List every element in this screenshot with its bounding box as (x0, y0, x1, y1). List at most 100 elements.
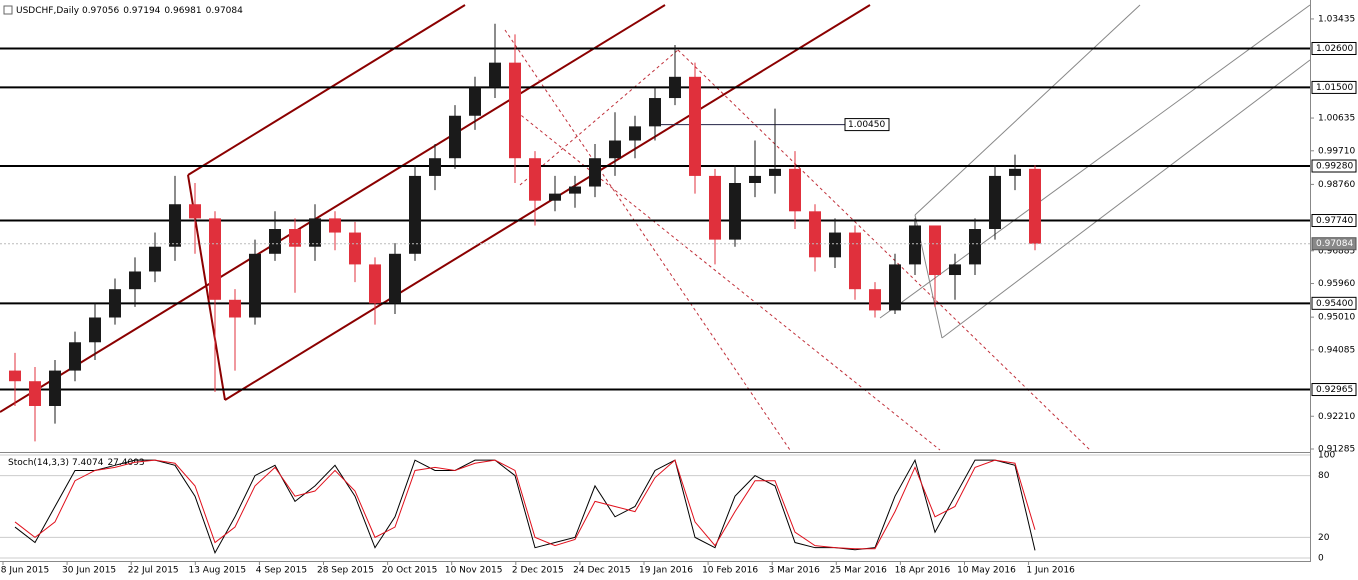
x-tick-label: 10 Feb 2016 (702, 566, 758, 576)
candle-body (229, 299, 241, 318)
symbol-icon (3, 5, 13, 15)
candle-body (149, 246, 161, 272)
candle-body (529, 158, 541, 201)
candle-body (429, 158, 441, 176)
candle-body (849, 232, 861, 290)
candle-body (209, 218, 221, 300)
level-label: 0.97740 (1316, 216, 1353, 226)
candle-body (929, 225, 941, 276)
candle-body (489, 62, 501, 88)
candle-body (649, 98, 661, 127)
current-price-box (1311, 237, 1357, 251)
candle-body (469, 87, 481, 116)
indicator-tick-label: 0 (1318, 553, 1324, 563)
candle-body (309, 218, 321, 247)
chart-title: USDCHF,Daily 0.97056 0.97194 0.96981 0.9708… (16, 6, 243, 16)
header-value: 0.97056 (82, 6, 119, 16)
candle-body (169, 204, 181, 247)
candle-body (549, 193, 561, 201)
x-tick-label: 19 Jan 2016 (639, 566, 693, 576)
level-label: 0.99280 (1316, 162, 1353, 172)
y-tick-label: 0.95010 (1318, 313, 1355, 323)
x-tick-label: 22 Jul 2015 (128, 566, 179, 576)
x-tick-label: 30 Jun 2015 (62, 566, 116, 576)
x-tick-label: 10 May 2016 (957, 566, 1016, 576)
indicator-tick-label: 80 (1318, 471, 1330, 481)
level-label-box (1311, 383, 1357, 397)
x-tick-label: 13 Aug 2015 (188, 566, 246, 576)
candle-body (829, 232, 841, 258)
candle-body (269, 229, 281, 254)
candle-body (709, 175, 721, 240)
current-price-label: 0.97084 (1316, 239, 1353, 249)
pitchfork (504, 29, 1091, 451)
candle-body (49, 370, 61, 406)
level-label-box (1311, 296, 1357, 310)
level-label: 1.02600 (1316, 44, 1353, 54)
x-tick-label: 18 Apr 2016 (895, 566, 951, 576)
level-label: 0.95400 (1316, 299, 1353, 309)
y-tick-label: 1.00635 (1318, 114, 1355, 124)
header-value: 0.96981 (164, 6, 201, 16)
x-tick-label: 1 Jun 2016 (1026, 566, 1075, 576)
x-tick-label: 4 Sep 2015 (256, 566, 307, 576)
y-tick-label: 0.98760 (1318, 180, 1355, 190)
x-tick-label: 3 Mar 2016 (769, 566, 821, 576)
candle-body (369, 264, 381, 304)
level-label-box (1311, 159, 1357, 173)
candle-body (329, 218, 341, 233)
candle-body (809, 211, 821, 258)
y-tick-label: 0.99710 (1318, 146, 1355, 156)
level-label-box (1311, 80, 1357, 94)
y-tick-label: 0.91285 (1318, 444, 1355, 454)
y-tick-label: 1.03435 (1318, 14, 1355, 24)
candle-body (409, 175, 421, 254)
level-label-box (1311, 214, 1357, 228)
candle-body (189, 204, 201, 219)
candle-body (69, 342, 81, 371)
candle-body (389, 253, 401, 304)
y-tick-label: 0.92210 (1318, 412, 1355, 422)
candle-body (769, 168, 781, 176)
candle-body (909, 225, 921, 265)
candle-body (449, 115, 461, 159)
candle-body (89, 317, 101, 343)
candle-body (29, 381, 41, 406)
x-tick-label: 24 Dec 2015 (573, 566, 631, 576)
header-value: 0.97084 (206, 6, 243, 16)
candle-body (969, 229, 981, 265)
candle-body (1029, 168, 1041, 244)
candle-body (1009, 168, 1021, 176)
candle-body (289, 229, 301, 247)
indicator-tick-label: 100 (1318, 451, 1335, 461)
candle-body (629, 126, 641, 141)
candle-body (589, 158, 601, 187)
x-tick-label: 28 Sep 2015 (317, 566, 374, 576)
candle-body (949, 264, 961, 276)
candle-body (569, 186, 581, 194)
candle-body (509, 62, 521, 159)
x-tick-label: 2 Dec 2015 (512, 566, 564, 576)
x-tick-label: 20 Oct 2015 (382, 566, 438, 576)
indicator-value: 7.4074 (72, 458, 104, 468)
candle-body (349, 232, 361, 265)
candle-body (729, 182, 741, 240)
candle-body (129, 271, 141, 290)
x-tick-label: 25 Mar 2016 (830, 566, 887, 576)
level-label: 0.92965 (1316, 385, 1353, 395)
x-tick-label: 10 Nov 2015 (445, 566, 503, 576)
level-label: 1.01500 (1316, 83, 1353, 93)
y-tick-label: 0.96885 (1318, 246, 1355, 256)
level-label-box (1311, 41, 1357, 55)
candle-body (789, 168, 801, 212)
candle-body (669, 76, 681, 99)
candle-body (689, 76, 701, 176)
candle-body (609, 140, 621, 159)
candle-body (989, 175, 1001, 230)
candle-body (889, 264, 901, 311)
annotation-label: 1.00450 (848, 120, 885, 130)
candle-body (869, 289, 881, 311)
candle-body (749, 175, 761, 183)
annotation-box (844, 118, 890, 132)
